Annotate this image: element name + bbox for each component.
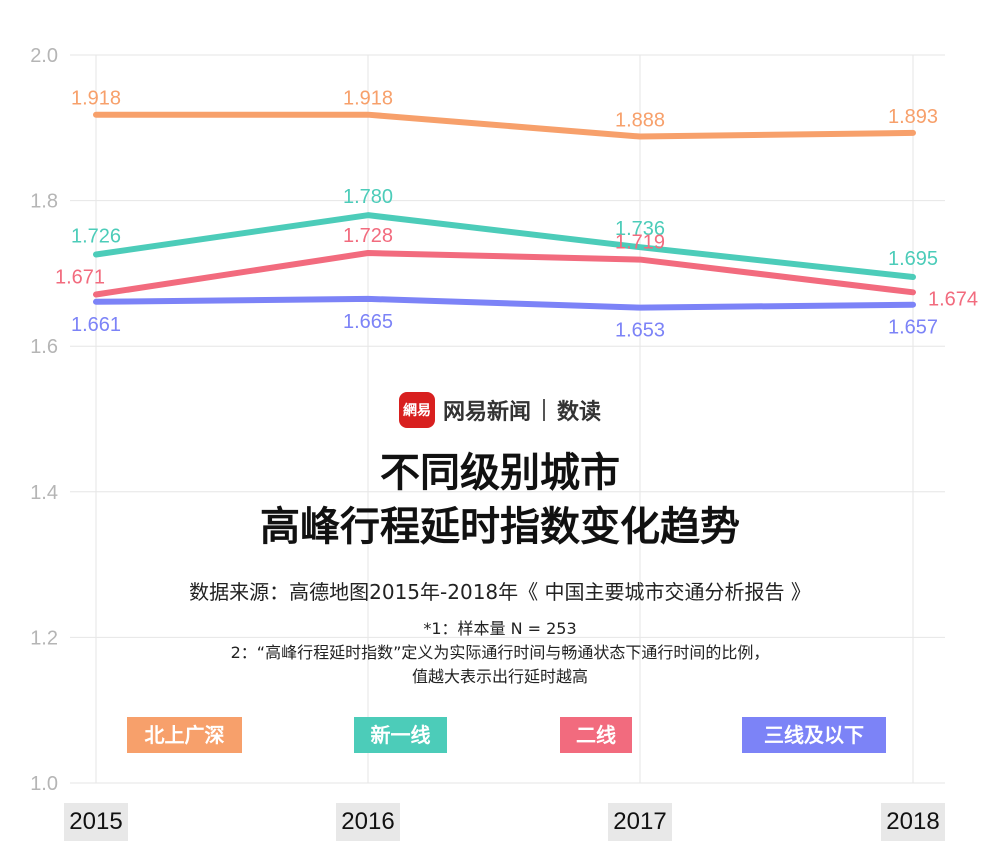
data-label-2-0: 1.671 <box>55 267 105 289</box>
data-label-0-2: 1.888 <box>615 110 665 132</box>
data-label-2-3: 1.674 <box>928 288 978 310</box>
y-tick-label-1: 1.2 <box>30 627 58 649</box>
data-label-3-0: 1.661 <box>71 314 121 336</box>
series-line-0 <box>93 111 916 140</box>
legend-item-tier3-below: 三线及以下 <box>742 717 886 753</box>
series-line-1 <box>93 212 916 281</box>
x-tick-2017: 2017 <box>608 803 672 841</box>
data-label-3-2: 1.653 <box>615 320 665 342</box>
x-tick-2015: 2015 <box>64 803 128 841</box>
x-tick-2016: 2016 <box>336 803 400 841</box>
brand-name: 网易新闻 <box>442 400 531 425</box>
y-tick-label-5: 2.0 <box>30 45 58 67</box>
legend: 北上广深 新一线 二线 三线及以下 <box>0 717 1000 753</box>
note-1: *1：样本量 N = 253 <box>423 619 577 638</box>
legend-item-tier2: 二线 <box>560 717 632 753</box>
data-label-0-1: 1.918 <box>343 88 393 110</box>
chart-title: 不同级别城市 高峰行程延时指数变化趋势 <box>0 446 1000 554</box>
data-label-0-3: 1.893 <box>888 106 938 128</box>
y-tick-label-3: 1.6 <box>30 336 58 358</box>
chart-title-line2: 高峰行程延时指数变化趋势 <box>260 504 740 550</box>
series-line-3 <box>93 295 916 311</box>
legend-item-new-tier1: 新一线 <box>354 717 447 753</box>
brand: 網易 网易新闻 数读 <box>0 388 1000 432</box>
data-label-3-3: 1.657 <box>888 317 938 339</box>
data-label-1-1: 1.780 <box>343 186 393 208</box>
data-label-0-0: 1.918 <box>71 88 121 110</box>
y-tick-label-2: 1.4 <box>30 482 58 504</box>
brand-sub: 数读 <box>557 400 602 425</box>
data-labels: 1.918 1.918 1.888 1.893 1.726 1.780 1.736 1.695… <box>55 88 978 342</box>
data-label-1-2: 1.736 <box>615 218 665 240</box>
note-3: 值越大表示出行延时越高 <box>411 667 588 686</box>
y-tick-label-4: 1.8 <box>30 191 58 213</box>
series-line-2 <box>93 250 916 298</box>
x-tick-2018: 2018 <box>881 803 945 841</box>
title-block: 網易 网易新闻 数读 不同级别城市 高峰行程延时指数变化趋势 数据来源：高德地图… <box>0 370 1000 689</box>
netease-logo-icon: 網易 <box>398 392 435 428</box>
grid <box>70 54 945 784</box>
series-lines <box>93 111 916 311</box>
chart-title-line1: 不同级别城市 <box>380 450 620 496</box>
data-label-2-1: 1.728 <box>343 225 393 247</box>
data-label-3-1: 1.665 <box>343 311 393 333</box>
legend-item-tier1: 北上广深 <box>127 717 242 753</box>
data-source: 数据来源：高德地图2015年-2018年《 中国主要城市交通分析报告 》 <box>189 580 811 604</box>
data-label-2-2: 1.719 <box>615 232 665 254</box>
data-label-1-3: 1.695 <box>888 248 938 270</box>
y-tick-label-0: 1.0 <box>30 773 58 795</box>
y-axis-ticks: 1.0 1.2 1.4 1.6 1.8 2.0 <box>30 45 58 795</box>
note-2: 2：“高峰行程延时指数”定义为实际通行时间与畅通状态下通行时间的比例， <box>230 643 770 662</box>
brand-divider <box>543 399 545 421</box>
data-label-1-0: 1.726 <box>71 225 121 247</box>
